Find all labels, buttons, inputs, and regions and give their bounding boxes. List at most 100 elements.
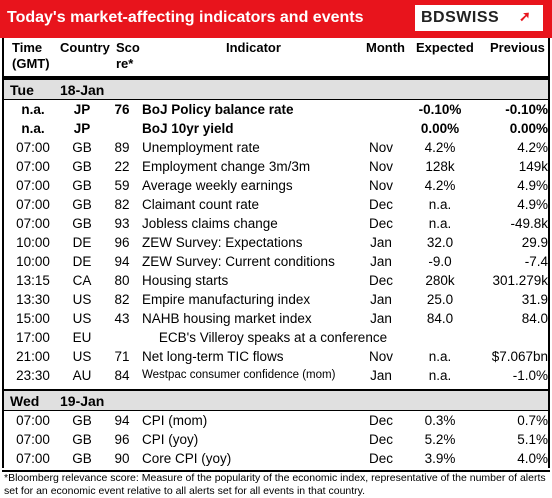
cell-indicator: Net long-term TIC flows: [142, 349, 284, 364]
day-date: 19-Jan: [60, 393, 105, 409]
cell-previous: -7.4: [524, 254, 548, 269]
cell-country: JP: [73, 121, 91, 136]
cell-expected: n.a.: [428, 368, 452, 383]
table-row: 13:15 CA 80 Housing starts Dec 280k 301.279k: [4, 271, 548, 290]
cell-expected: n.a.: [428, 216, 452, 231]
cell-score: 96: [114, 235, 130, 250]
cell-score: 96: [114, 432, 130, 447]
page-title: Today's market-affecting indicators and …: [7, 9, 364, 26]
cell-month: Jan: [370, 254, 392, 269]
cell-country: GB: [72, 178, 92, 193]
cell-score: 22: [114, 159, 130, 174]
cell-score: 94: [114, 413, 130, 428]
col-score: Sco re*: [116, 40, 140, 71]
cell-expected: n.a.: [428, 197, 452, 212]
cell-score: 59: [114, 178, 130, 193]
cell-indicator: Housing starts: [142, 273, 229, 288]
cell-score: 89: [114, 140, 130, 155]
logo-arrow-icon: ➚: [519, 8, 531, 24]
cell-previous: -1.0%: [512, 368, 548, 383]
day-label: Wed: [10, 393, 40, 409]
cell-indicator: BoJ 10yr yield: [142, 121, 234, 136]
cell-expected: 84.0: [426, 311, 454, 326]
table-row: 21:00 US 71 Net long-term TIC flows Nov n.a. $…: [4, 347, 548, 366]
table-row: 07:00 GB 59 Average weekly earnings Nov 4.2% 4…: [4, 176, 548, 195]
table-row: n.a. JP 76 BoJ Policy balance rate -0.10% -0.…: [4, 100, 548, 119]
table-row: 15:00 US 43 NAHB housing market index Jan 84.…: [4, 309, 548, 328]
cell-indicator: Average weekly earnings: [142, 178, 293, 193]
cell-month: Jan: [370, 311, 392, 326]
table-row: 07:00 GB 82 Claimant count rate Dec n.a. 4.9%: [4, 195, 548, 214]
cell-time: 07:00: [16, 216, 50, 231]
cell-time: 07:00: [16, 432, 50, 447]
cell-score: 71: [114, 349, 130, 364]
cell-previous: -49.8k: [510, 216, 548, 231]
cell-country: GB: [72, 216, 92, 231]
table-row: 07:00 GB 96 CPI (yoy) Dec 5.2% 5.1%: [4, 430, 548, 449]
table-row: 07:00 GB 22 Employment change 3m/3m Nov 128k 1…: [4, 157, 548, 176]
cell-score: 93: [114, 216, 130, 231]
table-row: 13:30 US 82 Empire manufacturing index Jan 25…: [4, 290, 548, 309]
cell-score: 82: [114, 197, 130, 212]
cell-country: GB: [72, 451, 92, 466]
cell-month: Nov: [368, 178, 393, 193]
cell-expected: -0.10%: [418, 102, 462, 117]
cell-previous: 0.00%: [509, 121, 548, 136]
day-row: Tue 18-Jan: [4, 78, 548, 100]
cell-expected: 4.2%: [424, 140, 456, 155]
cell-month: Dec: [368, 197, 393, 212]
table-row: 07:00 GB 93 Jobless claims change Dec n.a. -49…: [4, 214, 548, 233]
cell-previous: 4.9%: [517, 178, 548, 193]
cell-month: Jan: [370, 368, 392, 383]
cell-month: Dec: [368, 216, 393, 231]
cell-time: 13:15: [16, 273, 50, 288]
cell-time: 13:30: [16, 292, 50, 307]
cell-previous: 84.0: [521, 311, 548, 326]
cell-time: 07:00: [16, 140, 50, 155]
cell-time: 10:00: [16, 254, 50, 269]
cell-month: Nov: [368, 140, 393, 155]
cell-month: Dec: [368, 273, 393, 288]
day-label: Tue: [10, 82, 34, 98]
cell-country: GB: [72, 197, 92, 212]
table-row: n.a. JP BoJ 10yr yield 0.00% 0.00%: [4, 119, 548, 138]
cell-indicator: NAHB housing market index: [142, 311, 312, 326]
cell-indicator: Core CPI (yoy): [142, 451, 232, 466]
cell-country: GB: [72, 432, 92, 447]
cell-indicator: Jobless claims change: [142, 216, 278, 231]
day-date: 18-Jan: [60, 82, 105, 98]
cell-time: 07:00: [16, 178, 50, 193]
cell-time: 15:00: [16, 311, 50, 326]
cell-indicator: Empire manufacturing index: [142, 292, 311, 307]
logo-text: BDSWISS: [421, 9, 500, 26]
cell-score: 82: [114, 292, 130, 307]
cell-time: 07:00: [16, 159, 50, 174]
cell-previous: 5.1%: [517, 432, 548, 447]
cell-time: n.a.: [21, 121, 45, 136]
cell-indicator: CPI (mom): [142, 413, 208, 428]
cell-previous: 31.9: [521, 292, 548, 307]
col-country: Country: [60, 40, 110, 55]
cell-expected: 0.00%: [420, 121, 460, 136]
cell-month: Jan: [370, 235, 392, 250]
cell-previous: $7.067bn: [491, 349, 548, 364]
col-previous: Previous: [490, 40, 545, 55]
cell-country: DE: [72, 254, 92, 269]
cell-expected: 128k: [425, 159, 455, 174]
cell-country: EU: [72, 330, 92, 345]
cell-expected: 3.9%: [424, 451, 456, 466]
table-row: 07:00 GB 89 Unemployment rate Nov 4.2% 4.2%: [4, 138, 548, 157]
column-header-row: Time (GMT) Country Sco re* Indicator Mon…: [4, 38, 548, 78]
cell-month: Nov: [368, 349, 393, 364]
cell-time: 23:30: [16, 368, 50, 383]
cell-time: 07:00: [16, 197, 50, 212]
footnote: *Bloomberg relevance score: Measure of t…: [2, 470, 550, 498]
cell-country: GB: [72, 159, 92, 174]
cell-indicator: ZEW Survey: Expectations: [142, 235, 303, 250]
cell-month: Dec: [368, 451, 393, 466]
cell-score: 94: [114, 254, 130, 269]
cell-time: 21:00: [16, 349, 50, 364]
cell-indicator: Westpac consumer confidence (mom): [142, 369, 336, 381]
cell-previous: 0.7%: [517, 413, 548, 428]
cell-month: Dec: [368, 432, 393, 447]
